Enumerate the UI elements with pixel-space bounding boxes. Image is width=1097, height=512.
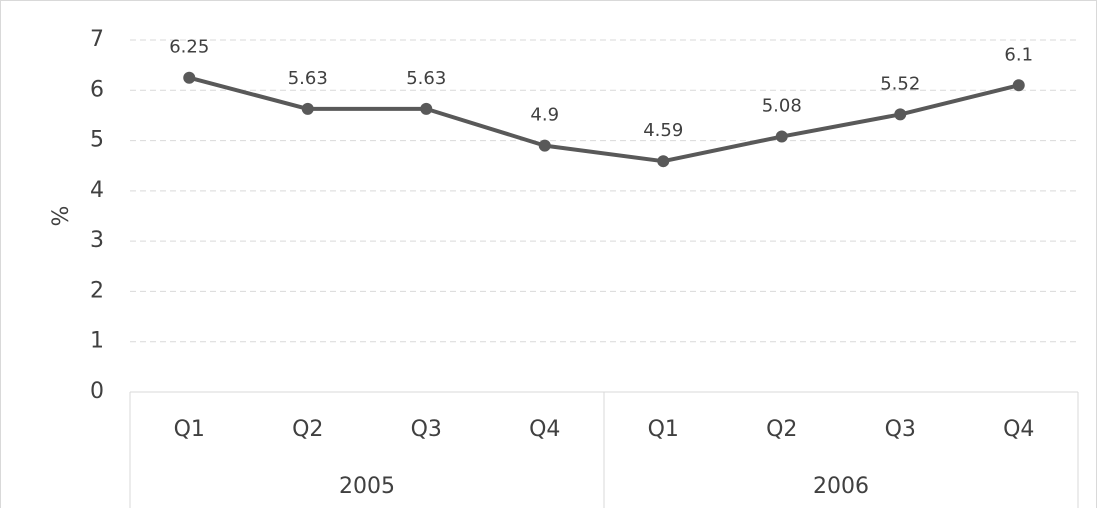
data-label: 5.08	[762, 96, 802, 117]
marker	[894, 108, 907, 121]
data-label: 5.63	[406, 68, 446, 89]
data-label: 4.59	[643, 120, 683, 141]
data-label: 6.1	[1004, 44, 1033, 65]
data-label: 5.63	[288, 68, 328, 89]
marker	[657, 155, 670, 168]
group-label: 2006	[813, 474, 869, 499]
x-tick-label: Q4	[1003, 417, 1034, 442]
data-label: 5.52	[880, 73, 920, 94]
line	[188, 75, 1020, 164]
x-tick-label: Q2	[292, 417, 323, 442]
marker	[420, 102, 433, 115]
y-tick-label: 5	[90, 128, 104, 153]
marker	[183, 71, 196, 84]
y-tick-label: 3	[90, 228, 104, 253]
y-tick-label: 7	[90, 27, 104, 52]
x-tick-label: Q3	[411, 417, 442, 442]
y-axis-label: %	[49, 206, 74, 227]
marker	[538, 139, 551, 152]
y-tick-label: 0	[90, 379, 104, 404]
data-label: 6.25	[169, 37, 209, 58]
group-label: 2005	[339, 474, 395, 499]
y-tick-label: 4	[90, 178, 104, 203]
x-tick-label: Q4	[529, 417, 560, 442]
x-tick-label: Q2	[766, 417, 797, 442]
x-tick-label: Q3	[885, 417, 916, 442]
x-tick-label: Q1	[648, 417, 679, 442]
y-tick-label: 2	[90, 278, 104, 303]
data-label: 4.9	[530, 105, 559, 126]
y-tick-label: 1	[90, 329, 104, 354]
y-tick-label: 6	[90, 77, 104, 102]
marker	[775, 130, 788, 143]
marker	[301, 102, 314, 115]
x-tick-label: Q1	[174, 417, 205, 442]
marker	[1012, 79, 1025, 92]
